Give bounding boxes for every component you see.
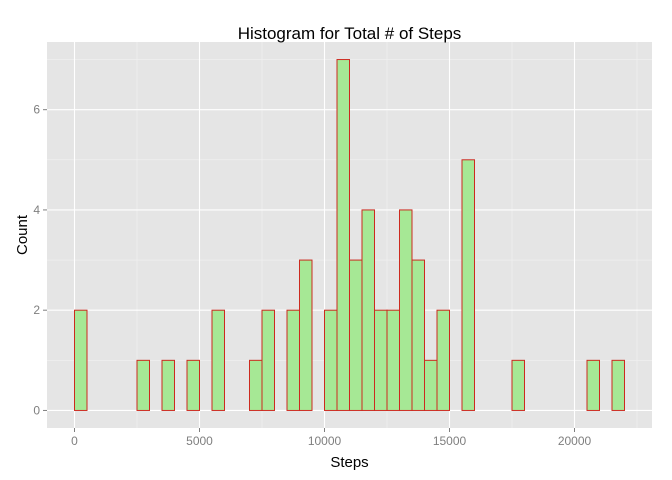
histogram-bar	[436, 309, 450, 411]
histogram-bar	[374, 309, 388, 411]
histogram-bar	[336, 59, 350, 411]
histogram-bar	[249, 359, 263, 411]
histogram-bar	[161, 359, 175, 411]
histogram-bar	[136, 359, 150, 411]
histogram-bar	[261, 309, 275, 411]
y-tick-label: 6	[33, 103, 40, 117]
chart-title: Histogram for Total # of Steps	[238, 24, 462, 43]
histogram-bar	[511, 359, 525, 411]
x-tick-label: 5000	[186, 434, 213, 448]
histogram-bar	[586, 359, 600, 411]
histogram-bar	[611, 359, 625, 411]
histogram-bar	[361, 209, 375, 411]
y-tick-label: 2	[33, 303, 40, 317]
histogram-bar	[399, 209, 413, 411]
histogram-bar	[211, 309, 225, 411]
y-tick-label: 4	[33, 203, 40, 217]
histogram-bar	[424, 359, 438, 411]
histogram-bar	[411, 259, 425, 411]
histogram-bar	[286, 309, 300, 411]
histogram-bar	[74, 309, 88, 411]
bars	[74, 59, 625, 411]
histogram-bar	[324, 309, 338, 411]
x-tick-label: 10000	[308, 434, 342, 448]
histogram-bar	[186, 359, 200, 411]
histogram-bar	[299, 259, 313, 411]
y-axis-title: Count	[14, 214, 31, 255]
y-tick-label: 0	[33, 403, 40, 417]
histogram-bar	[461, 159, 475, 411]
histogram-bar	[349, 259, 363, 411]
x-tick-label: 15000	[433, 434, 467, 448]
x-tick-label: 20000	[558, 434, 592, 448]
axis-ticks: 0 5000 10000 15000 20000 0 2 4 6	[33, 103, 591, 448]
histogram-bar	[386, 309, 400, 411]
x-axis-title: Steps	[330, 454, 368, 471]
x-tick-label: 0	[71, 434, 78, 448]
